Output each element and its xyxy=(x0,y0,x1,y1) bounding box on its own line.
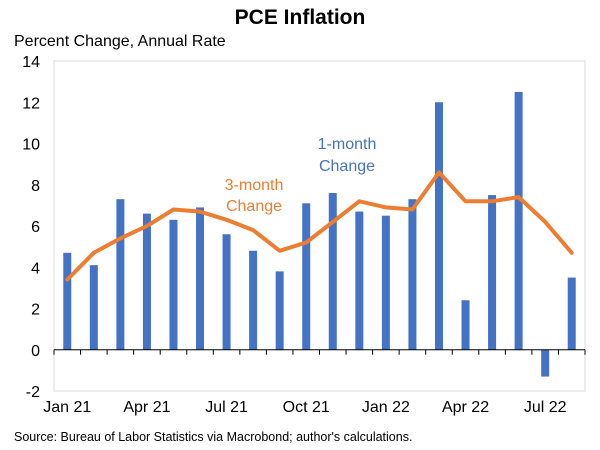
bar-jun-21 xyxy=(196,207,205,350)
y-axis: -2 0 2 4 6 8 10 12 14 xyxy=(22,54,40,401)
bar-mar-21 xyxy=(116,199,125,350)
bar-feb-21 xyxy=(89,265,98,350)
bar-jan-22 xyxy=(381,215,390,350)
y-tick-label: 8 xyxy=(31,178,40,195)
bar-may-22 xyxy=(488,195,497,350)
x-axis: Jan 21 Apr 21 Jul 21 Oct 21 Jan 22 Apr 22 Jul … xyxy=(43,349,586,416)
x-tick-label: Oct 21 xyxy=(283,399,330,416)
y-tick-label: 14 xyxy=(22,54,40,71)
chart-title: PCE Inflation xyxy=(235,6,366,29)
bar-apr-21 xyxy=(142,213,151,350)
bar-may-21 xyxy=(169,219,178,350)
plot-area-border xyxy=(53,60,586,392)
annotation-1-month-line2: Change xyxy=(319,158,375,175)
bar-jan-21 xyxy=(63,252,72,350)
annotation-1-month-line1: 1-month xyxy=(318,136,377,153)
chart-subtitle: Percent Change, Annual Rate xyxy=(14,33,226,50)
x-tick-label: Apr 21 xyxy=(123,399,170,416)
x-tick-label: Jan 21 xyxy=(43,399,91,416)
annotation-3-month-line2: Change xyxy=(226,198,282,215)
bar-aug-21 xyxy=(249,250,258,350)
bar-jul-21 xyxy=(222,234,231,350)
bar-oct-21 xyxy=(302,203,311,350)
bar-jun-22 xyxy=(514,91,523,350)
annotation-3-month-line1: 3-month xyxy=(225,177,284,194)
bar-feb-22 xyxy=(408,199,417,350)
bar-mar-22 xyxy=(434,102,443,350)
bar-sep-21 xyxy=(275,271,284,350)
x-tick-label: Apr 22 xyxy=(442,399,489,416)
bar-apr-22 xyxy=(461,300,470,350)
source-note: Source: Bureau of Labor Statistics via M… xyxy=(14,430,412,444)
y-tick-label: 0 xyxy=(31,343,40,360)
x-tick-label: Jan 22 xyxy=(362,399,410,416)
bar-nov-21 xyxy=(328,193,337,350)
x-tick-label: Jul 22 xyxy=(524,399,567,416)
y-tick-label: 12 xyxy=(22,95,40,112)
y-tick-label: -2 xyxy=(26,384,40,401)
y-tick-label: 6 xyxy=(31,219,40,236)
three-month-line xyxy=(65,170,574,282)
bar-aug-22 xyxy=(567,277,576,350)
one-month-bars xyxy=(63,91,576,377)
y-tick-label: 10 xyxy=(22,137,40,154)
bar-dec-21 xyxy=(355,211,364,350)
y-tick-label: 2 xyxy=(31,302,40,319)
y-tick-label: 4 xyxy=(31,260,40,277)
x-tick-label: Jul 21 xyxy=(205,399,248,416)
bar-jul-22 xyxy=(541,349,550,377)
